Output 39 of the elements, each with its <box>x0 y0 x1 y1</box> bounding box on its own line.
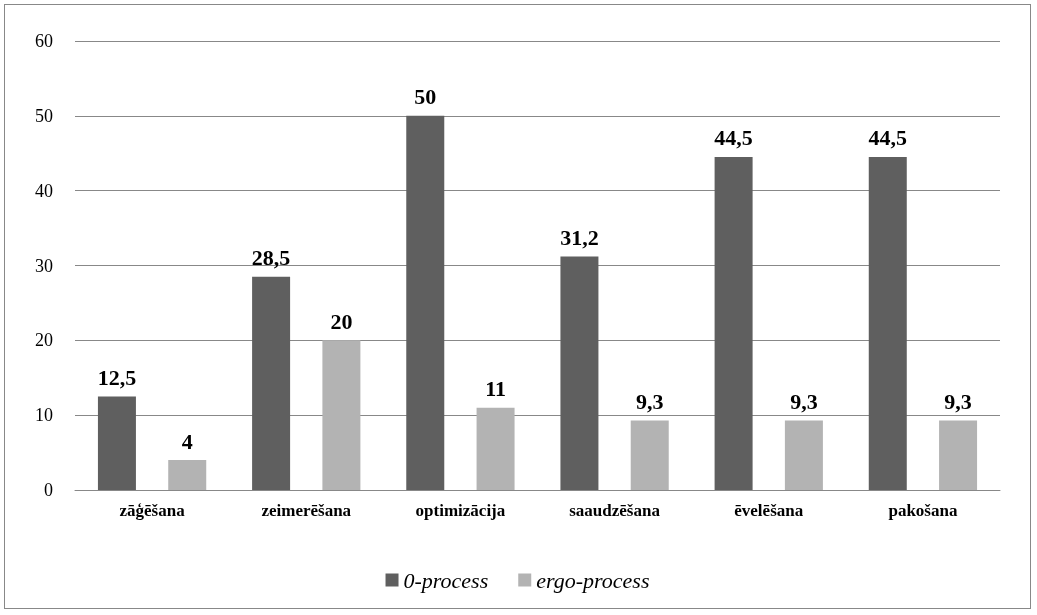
data-label: 9,3 <box>635 388 664 414</box>
bar <box>714 156 753 490</box>
x-tick-label: optimizācija <box>415 501 506 520</box>
y-tick-label: 10 <box>35 405 53 426</box>
x-tick-label: zāģēšana <box>119 501 186 520</box>
bar <box>97 396 136 490</box>
data-label: 11 <box>485 376 506 402</box>
bar <box>939 420 978 490</box>
legend-label: ergo-process <box>536 567 650 593</box>
bar <box>630 420 669 490</box>
x-tick-label: zeimerēšana <box>261 501 352 520</box>
data-label: 12,5 <box>97 364 137 390</box>
x-tick-label: ēvelēšana <box>734 501 804 520</box>
y-tick-label: 30 <box>35 255 53 276</box>
y-tick-label: 60 <box>35 31 53 51</box>
bar <box>406 115 445 490</box>
bar <box>252 276 291 490</box>
data-label: 50 <box>414 84 437 110</box>
x-tick-label: pakošana <box>888 501 958 520</box>
y-tick-label: 50 <box>35 105 53 126</box>
data-label: 44,5 <box>868 125 908 151</box>
data-label: 44,5 <box>714 125 753 151</box>
bar <box>322 340 361 490</box>
data-label: 28,5 <box>251 245 291 271</box>
bar <box>168 460 207 490</box>
x-tick-label: saaudzēšana <box>569 501 661 520</box>
bar <box>560 256 599 490</box>
data-label: 9,3 <box>790 388 818 414</box>
bar <box>868 156 907 490</box>
data-label: 20 <box>330 308 353 334</box>
data-label: 31,2 <box>560 225 599 251</box>
data-label: 4 <box>181 428 193 454</box>
y-tick-label: 20 <box>35 330 53 351</box>
bar <box>784 420 823 490</box>
legend-label: 0-process <box>403 567 489 593</box>
data-label: 9,3 <box>944 388 972 414</box>
bar <box>476 407 515 490</box>
y-tick-label: 40 <box>35 180 53 201</box>
y-tick-label: 0 <box>44 480 53 500</box>
